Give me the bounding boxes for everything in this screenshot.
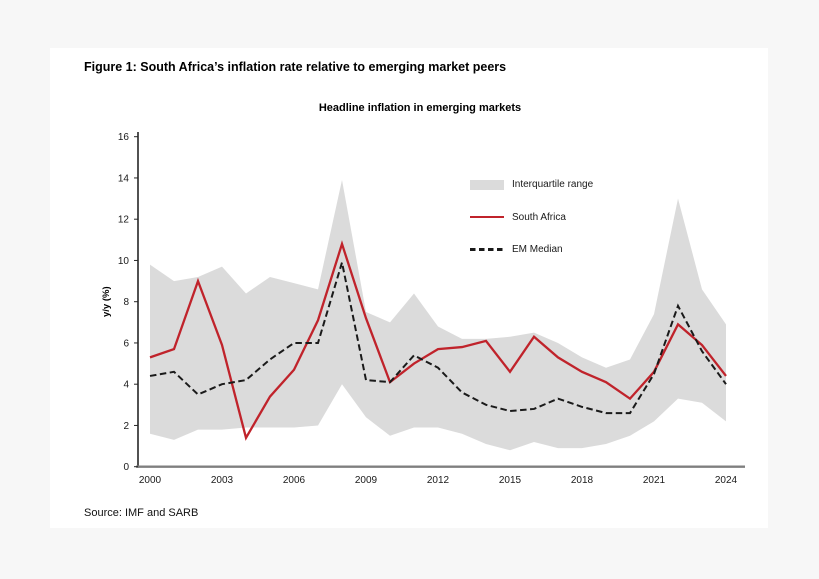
legend-item-south-africa: South Africa xyxy=(470,209,690,226)
inflation-chart: 0 2 4 6 8 10 12 14 16 2000 2003 2006 2009 2012 2015 201… xyxy=(101,132,745,486)
y-tick-label: 0 xyxy=(123,462,129,473)
x-tick-label: 2012 xyxy=(427,475,450,486)
x-tick-label: 2021 xyxy=(643,475,666,486)
y-tick-label: 10 xyxy=(118,256,130,267)
legend-label: South Africa xyxy=(512,211,566,223)
chart-legend: Interquartile range South Africa EM Medi… xyxy=(470,176,690,274)
y-tick-label: 16 xyxy=(118,132,130,143)
em-median-line-swatch xyxy=(470,248,504,251)
chart-title: Headline inflation in emerging markets xyxy=(318,102,522,114)
legend-item-interquartile-range: Interquartile range xyxy=(470,176,690,193)
y-tick-label: 4 xyxy=(123,380,129,391)
interquartile-band xyxy=(150,180,726,451)
legend-label: Interquartile range xyxy=(512,179,594,190)
south-africa-line-swatch xyxy=(470,215,504,219)
x-tick-label: 2015 xyxy=(499,475,522,486)
x-tick-label: 2000 xyxy=(139,475,162,486)
x-tick-label: 2018 xyxy=(571,475,594,486)
y-tick-label: 2 xyxy=(123,421,129,432)
source-note: Source: IMF and SARB xyxy=(84,507,199,519)
figure-title: Figure 1: South Africa’s inflation rate … xyxy=(84,60,507,74)
y-tick-label: 14 xyxy=(118,173,130,184)
x-tick-label: 2003 xyxy=(211,475,234,486)
y-axis-label: y/y (%) xyxy=(101,286,112,317)
legend-label: EM Median xyxy=(512,244,563,255)
legend-item-em-median: EM Median xyxy=(470,241,690,258)
y-tick-label: 12 xyxy=(118,215,130,226)
y-tick-label: 6 xyxy=(123,338,129,349)
y-tick-label: 8 xyxy=(123,297,129,308)
south-africa-line xyxy=(149,240,727,441)
x-tick-label: 2006 xyxy=(283,475,306,486)
x-tick-label: 2024 xyxy=(715,475,738,486)
em-median-line xyxy=(149,262,727,415)
x-tick-label: 2009 xyxy=(355,475,378,486)
interquartile-range-swatch xyxy=(470,179,504,190)
